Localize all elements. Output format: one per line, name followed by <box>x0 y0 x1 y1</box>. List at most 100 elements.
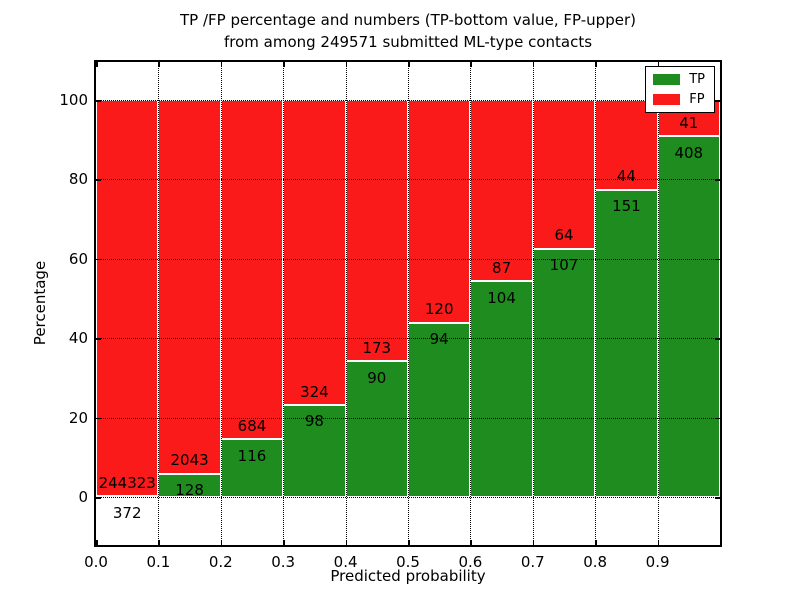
bar-segment-tp <box>220 439 284 497</box>
x-tick-label: 0.2 <box>208 553 233 571</box>
x-tick-mark <box>408 540 410 545</box>
y-tick-mark-right <box>715 497 720 499</box>
bar-segment-fp <box>345 100 408 362</box>
y-tick-label: 60 <box>68 249 88 268</box>
x-tick-mark <box>532 540 535 545</box>
gridline-vertical <box>470 62 472 545</box>
bar-segment-fp <box>96 100 159 497</box>
axis-spine-bottom <box>95 545 722 547</box>
x-tick-mark-top <box>408 62 410 67</box>
legend-entry-tp: TP <box>653 73 705 86</box>
bar-count-label-tp: 107 <box>549 256 579 275</box>
bar-count-label-fp: 87 <box>492 258 512 277</box>
x-tick-label: 0.0 <box>84 553 108 571</box>
bar-count-label-tp: 116 <box>237 447 267 466</box>
legend: TP FP <box>645 66 715 113</box>
bar-count-label-tp: 104 <box>487 288 516 307</box>
bar-count-label-fp: 173 <box>362 339 392 358</box>
bar-segment-tp <box>595 189 658 497</box>
x-tick-mark <box>470 540 472 545</box>
y-tick-mark <box>96 497 101 499</box>
bar-count-label-fp: 44 <box>616 167 636 186</box>
chart-title-line1: TP /FP percentage and numbers (TP-bottom… <box>180 11 636 29</box>
x-tick-mark-top <box>283 62 285 67</box>
gridline-vertical <box>158 62 160 545</box>
x-tick-mark <box>345 540 348 545</box>
x-tick-mark-top <box>595 62 597 67</box>
y-tick-label: 20 <box>68 408 88 427</box>
chart-title: TP /FP percentage and numbers (TP-bottom… <box>96 9 720 53</box>
axis-spine-top <box>95 60 722 62</box>
x-tick-mark-top <box>220 62 223 67</box>
x-tick-label: 0.6 <box>458 553 483 571</box>
y-tick-mark <box>96 179 101 181</box>
y-tick-label: 40 <box>68 329 88 348</box>
y-tick-mark-right <box>715 417 720 420</box>
y-tick-label: 0 <box>78 488 88 506</box>
bar-count-label-tp: 151 <box>612 197 641 216</box>
bar-count-label-fp: 684 <box>237 417 267 436</box>
gridline-vertical <box>657 62 659 545</box>
y-tick-label: 100 <box>59 91 88 109</box>
bar-count-label-tp: 94 <box>429 330 449 349</box>
x-tick-label: 0.3 <box>271 553 296 571</box>
x-tick-mark <box>220 540 223 545</box>
y-tick-mark-right <box>715 100 720 102</box>
y-tick-mark-right <box>715 179 720 181</box>
bar-count-label-tp: 408 <box>674 143 704 162</box>
x-tick-mark-top <box>470 62 472 67</box>
gridline-vertical <box>283 62 285 545</box>
bar-count-label-tp: 98 <box>304 412 324 431</box>
axis-spine-left <box>94 60 96 547</box>
y-tick-mark <box>96 100 101 102</box>
y-tick-mark <box>96 417 101 420</box>
chart-title-line2: from among 249571 submitted ML-type cont… <box>223 33 593 51</box>
plot-area: TP FP 244323 372 2043 128 684 116 324 98 173 90 12… <box>94 60 722 547</box>
legend-entry-fp: FP <box>653 93 705 106</box>
legend-label-fp: FP <box>689 92 705 107</box>
bar-count-label-tp: 128 <box>175 481 204 500</box>
bar-segment-tp <box>532 248 596 497</box>
y-tick-label: 80 <box>68 170 88 189</box>
axis-spine-right <box>720 60 722 547</box>
x-tick-label: 0.4 <box>333 553 358 571</box>
tp-color-swatch <box>653 74 681 85</box>
x-tick-mark-top <box>345 62 348 67</box>
y-tick-mark <box>96 338 101 340</box>
gridline-vertical <box>532 62 534 545</box>
bar-count-label-tp: 372 <box>112 504 142 523</box>
x-tick-mark <box>158 540 160 545</box>
x-tick-label: 0.1 <box>146 553 171 571</box>
fp-color-swatch <box>653 94 681 105</box>
x-tick-mark-top <box>96 62 98 67</box>
x-tick-mark-top <box>657 62 660 67</box>
y-tick-mark-right <box>715 338 720 340</box>
bar-count-label-tp: 90 <box>367 368 387 387</box>
x-tick-mark-top <box>532 62 535 67</box>
bar-count-label-fp: 244323 <box>98 474 156 493</box>
x-tick-mark <box>283 540 285 545</box>
x-tick-mark <box>657 540 660 545</box>
x-tick-label: 0.8 <box>583 553 608 571</box>
gridline-vertical <box>220 62 222 545</box>
legend-label-tp: TP <box>689 72 705 87</box>
bar-count-label-fp: 120 <box>424 300 454 319</box>
x-tick-mark <box>96 540 98 545</box>
gridline-vertical <box>595 62 597 545</box>
bar-count-label-fp: 2043 <box>170 451 209 470</box>
bar-count-label-fp: 64 <box>554 226 574 245</box>
y-tick-mark <box>96 258 101 261</box>
bar-segment-tp <box>470 280 533 497</box>
gridline-vertical <box>408 62 409 545</box>
bar-count-label-fp: 324 <box>300 382 329 401</box>
bar-segment-fp <box>283 100 346 405</box>
bar-count-label-fp: 41 <box>679 114 699 133</box>
x-tick-mark <box>595 540 597 545</box>
x-tick-label: 0.7 <box>520 553 545 571</box>
bar-segment-tp <box>657 136 720 497</box>
gridline-vertical <box>345 62 347 545</box>
y-tick-mark-right <box>715 258 720 261</box>
x-tick-mark-top <box>158 62 160 67</box>
bar-segment-fp <box>470 100 533 281</box>
